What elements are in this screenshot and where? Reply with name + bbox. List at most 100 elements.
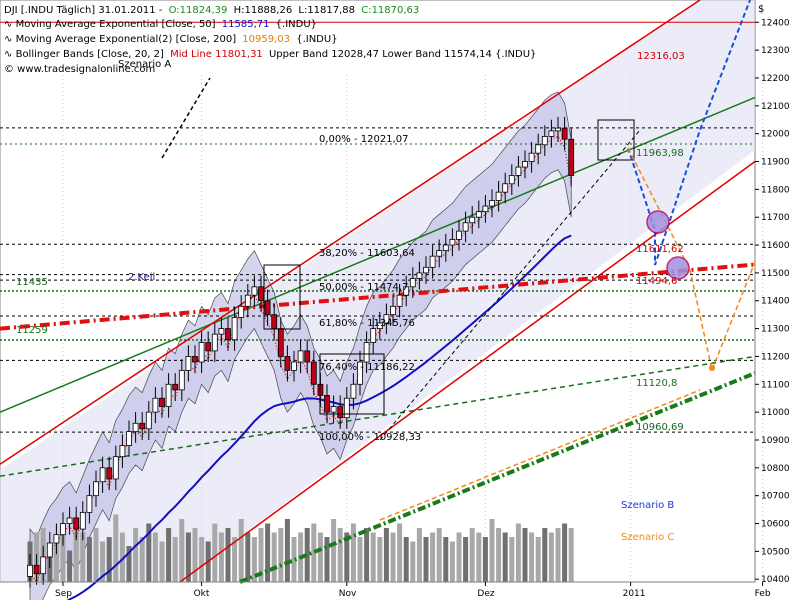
fibonacci-label: 38,20% - 11603,64: [319, 248, 415, 259]
volume-bar: [489, 519, 495, 582]
volume-bar: [423, 537, 429, 582]
candle-body: [390, 305, 396, 316]
volume-bar: [383, 528, 389, 582]
axis-layer: 10400 10500 10600 10700 10800 10900 11000 11100…: [0, 18, 790, 599]
volume-bar: [542, 528, 548, 582]
candle-body: [27, 564, 33, 577]
candle-body: [324, 395, 330, 413]
candle-body: [258, 286, 264, 302]
volume-bar: [548, 532, 554, 582]
annotation-label: 11494,6: [636, 276, 677, 287]
volume-bar: [119, 532, 125, 582]
volume-bar: [291, 537, 297, 582]
candles-layer: [27, 116, 575, 588]
candle-body: [469, 216, 476, 224]
header-line-2: ∿ Moving Average Exponential [Close, 50]…: [4, 19, 317, 30]
x-tick-label: Feb: [755, 589, 771, 599]
annotation-label: 12316,03: [637, 51, 685, 62]
y-tick-label: 11900: [761, 158, 790, 168]
candle-body: [139, 422, 146, 430]
candle-body: [73, 517, 80, 530]
annotation-label: 11611,62: [636, 244, 684, 255]
candle-body: [185, 356, 192, 371]
y-tick-label: 10500: [761, 547, 790, 557]
volume-bar: [416, 528, 422, 582]
volume-bar: [568, 528, 574, 582]
annotation-label: Szenario B: [621, 500, 674, 511]
annotation-label: 11120,8: [636, 378, 677, 389]
volume-bar: [73, 519, 79, 582]
volume-bar: [377, 537, 383, 582]
volume-bar: [403, 537, 409, 582]
volume-bar: [172, 537, 178, 582]
annotation-label: 11963,98: [636, 148, 684, 159]
candle-body: [357, 361, 363, 385]
volume-bar: [212, 523, 218, 582]
header-line-3: ∿ Moving Average Exponential(2) [Close, …: [4, 34, 338, 45]
fib-box-bottom: [319, 353, 385, 415]
candle-body: [416, 272, 423, 279]
candle-body: [337, 406, 344, 419]
volume-bar: [304, 528, 310, 582]
candle-body: [502, 183, 509, 193]
volume-bar: [562, 523, 568, 582]
candle-body: [251, 286, 258, 296]
y-tick-label: 11500: [761, 269, 790, 279]
candle-body: [165, 383, 172, 407]
candle-body: [561, 127, 568, 140]
volume-bar: [522, 528, 528, 582]
volume-bar: [390, 532, 396, 582]
candle-body: [495, 191, 502, 201]
candle-body: [99, 467, 106, 483]
volume-bar: [535, 537, 541, 582]
x-tick-label: 2011: [623, 589, 646, 599]
candle-body: [238, 305, 245, 318]
volume-bar: [311, 523, 317, 582]
fibonacci-label: 50,00% - 11474,7: [319, 282, 408, 293]
candle-body: [244, 294, 251, 307]
volume-bar: [166, 528, 172, 582]
annotation-label: Szenario C: [621, 532, 674, 543]
volume-bar: [60, 523, 66, 582]
candle-body: [46, 542, 53, 558]
volume-bar: [344, 532, 350, 582]
volume-bar: [67, 550, 73, 582]
candle-body: [33, 564, 40, 575]
overlay-layer: [161, 0, 756, 521]
volume-bar: [139, 537, 145, 582]
volume-bar: [469, 528, 475, 582]
candle-body: [515, 166, 522, 176]
candle-body: [152, 397, 159, 413]
candle-body: [383, 314, 390, 324]
candle-body: [555, 127, 561, 132]
fibonacci-label: 76,40% - 11186,22: [319, 362, 415, 373]
candle-body: [436, 250, 443, 257]
y-tick-label: 11300: [761, 325, 790, 335]
y-tick-label: 12000: [761, 130, 790, 140]
volume-bar: [80, 532, 86, 582]
fibonacci-label: 100,00% - 10928,33: [319, 432, 421, 443]
scenario-a-arrow: [161, 77, 211, 159]
candle-body: [126, 431, 132, 446]
candle-body: [310, 361, 317, 385]
candle-body: [462, 222, 469, 232]
candle-body: [119, 445, 126, 458]
fib-box-top: [263, 264, 301, 330]
y-tick-label: 10700: [761, 492, 790, 502]
x-tick-label: Sep: [55, 589, 72, 599]
volume-bar: [106, 537, 112, 582]
candle-body: [297, 350, 304, 363]
annotation-label: 11259: [16, 325, 48, 336]
volume-bar: [529, 532, 535, 582]
y-tick-label: 12400: [761, 18, 790, 28]
volume-bar: [245, 532, 251, 582]
volume-bar: [225, 528, 231, 582]
green-dashed-support: [0, 355, 756, 477]
candle-body: [93, 481, 99, 497]
candle-body: [449, 239, 456, 246]
candle-body: [482, 205, 489, 213]
x-tick-label: Okt: [194, 589, 210, 599]
candle-body: [53, 534, 60, 544]
volume-bar: [133, 528, 139, 582]
volume-bar: [265, 523, 271, 582]
